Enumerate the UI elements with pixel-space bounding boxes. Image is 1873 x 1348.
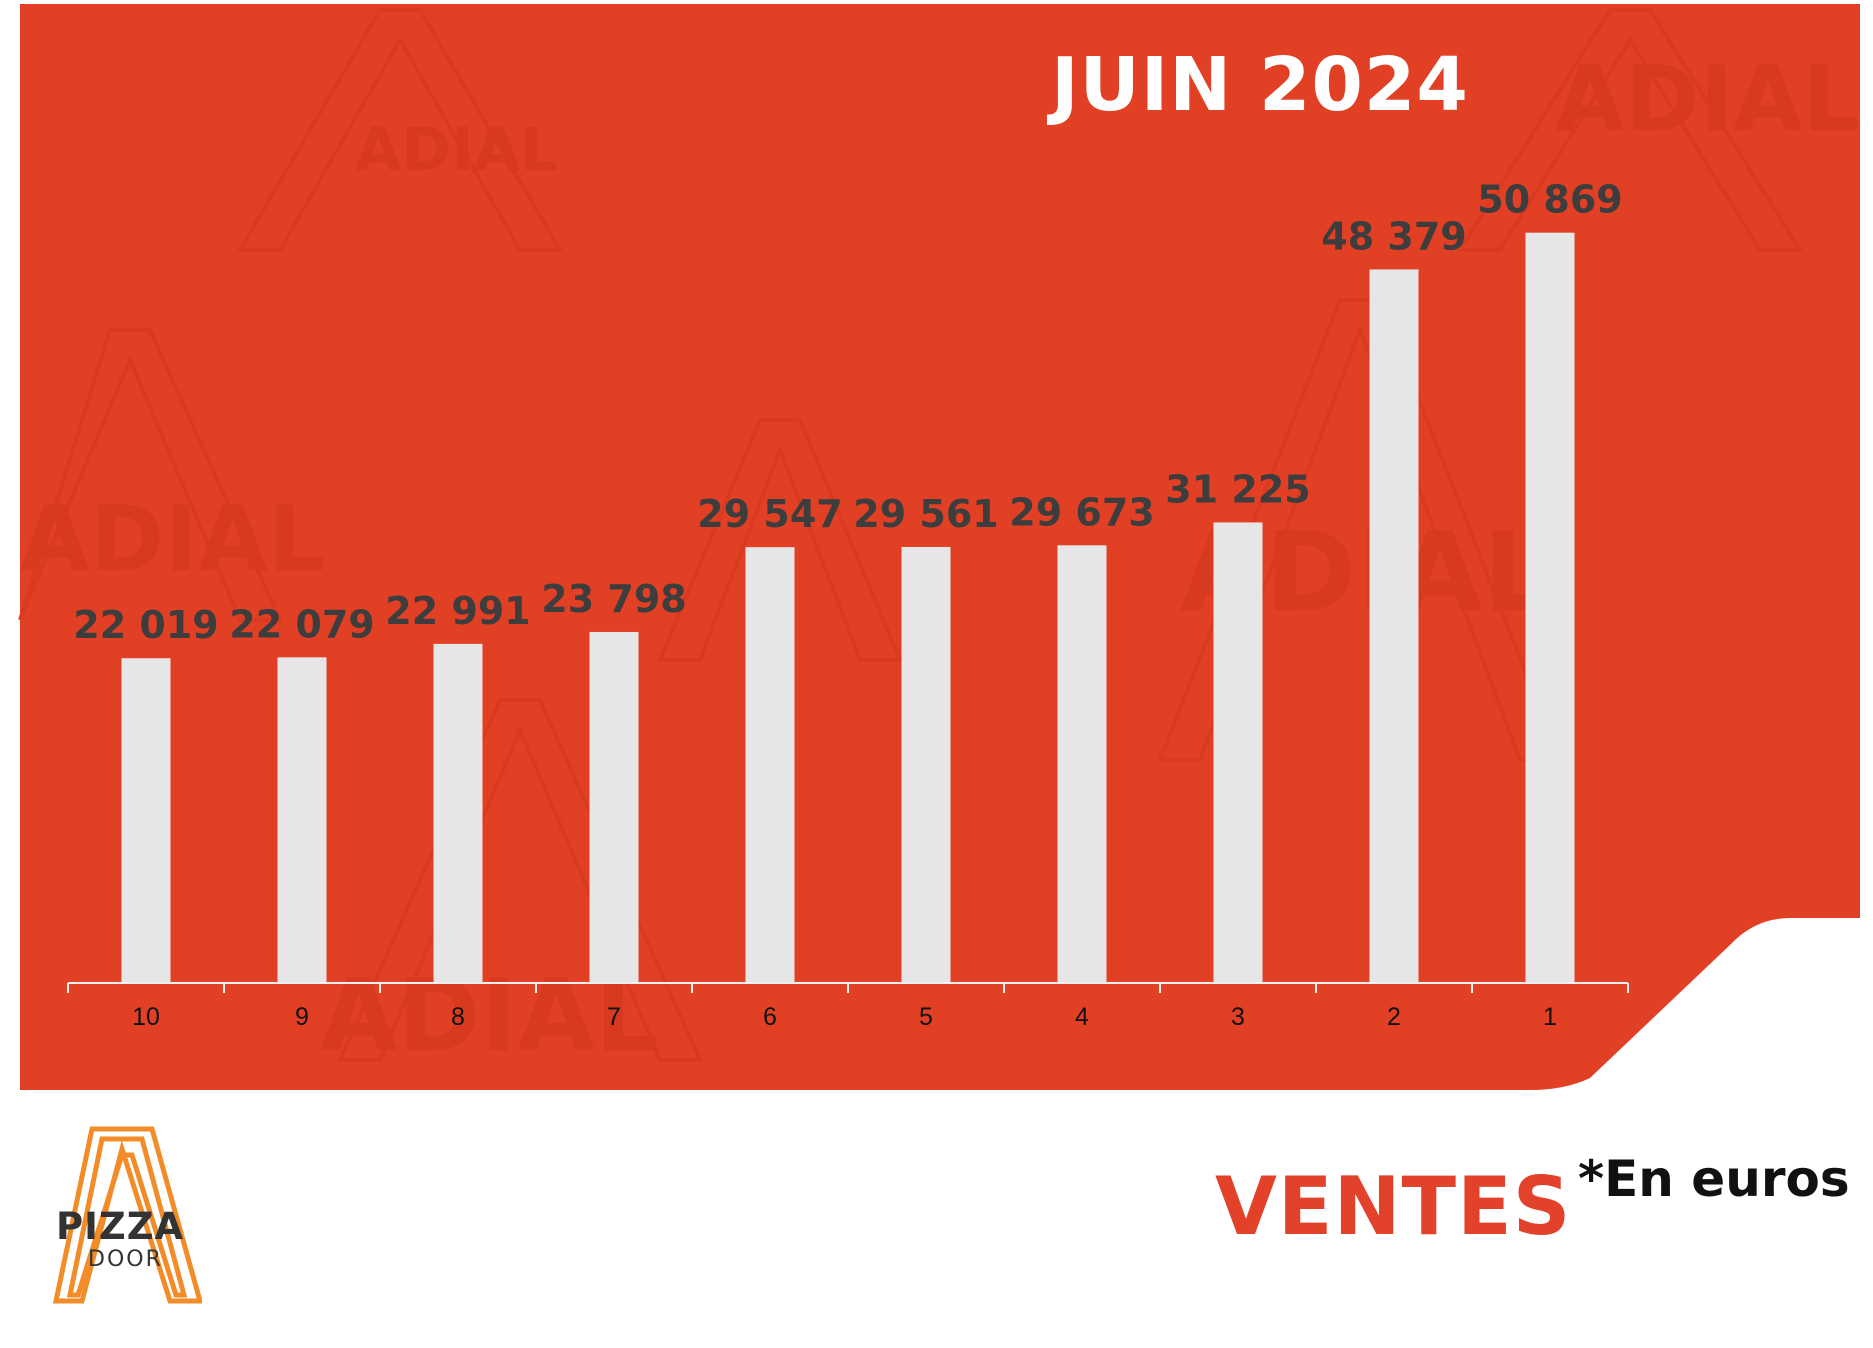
bar-9 — [277, 657, 327, 983]
category-label: 2 — [1387, 1003, 1401, 1031]
value-label: 29 547 — [697, 492, 842, 536]
chart-title: JUIN 2024 — [1051, 42, 1469, 128]
category-label: 8 — [451, 1003, 465, 1031]
category-label: 5 — [919, 1003, 933, 1031]
value-label: 29 561 — [853, 492, 998, 536]
logo-a-mark — [52, 1126, 202, 1304]
value-label: 22 991 — [385, 589, 530, 633]
value-label: 31 225 — [1165, 467, 1310, 511]
category-label: 6 — [763, 1003, 777, 1031]
category-label: 1 — [1543, 1003, 1557, 1031]
category-label: 3 — [1231, 1003, 1245, 1031]
logo-text-pizza: PIZZA — [56, 1205, 185, 1248]
bar-1 — [1525, 232, 1575, 983]
footer-title: VENTES — [1215, 1160, 1572, 1253]
logo-text-door: DOOR — [88, 1247, 163, 1272]
category-label: 7 — [607, 1003, 621, 1031]
watermark-text: ADIAL — [20, 487, 325, 592]
bar-2 — [1369, 269, 1419, 983]
category-label: 4 — [1075, 1003, 1089, 1031]
bar-5 — [901, 546, 951, 983]
watermark-text: ADIAL — [1555, 47, 1860, 152]
value-label: 29 673 — [1009, 490, 1154, 534]
pizza-door-logo: PIZZA DOOR — [52, 1125, 202, 1305]
adial-watermark — [18, 8, 1804, 1062]
value-label: 48 379 — [1321, 214, 1466, 258]
watermark-text: ADIAL — [355, 115, 558, 185]
value-label: 50 869 — [1477, 178, 1622, 222]
labels-layer: 22 019 10 22 079 9 22 991 8 23 798 7 29 547 6 29 5… — [73, 178, 1622, 1031]
bar-3 — [1213, 522, 1263, 983]
category-label: 10 — [132, 1003, 160, 1031]
value-label: 23 798 — [541, 577, 686, 621]
x-axis — [67, 982, 1629, 993]
bar-10 — [121, 658, 171, 983]
bar-8 — [433, 643, 483, 983]
value-label: 22 019 — [73, 603, 218, 647]
bars-layer — [121, 232, 1575, 983]
category-label: 9 — [295, 1003, 309, 1031]
value-label: 22 079 — [229, 602, 374, 646]
bar-7 — [589, 631, 639, 983]
unit-note: *En euros — [1578, 1150, 1850, 1208]
bar-4 — [1057, 545, 1107, 983]
bar-6 — [745, 547, 795, 983]
